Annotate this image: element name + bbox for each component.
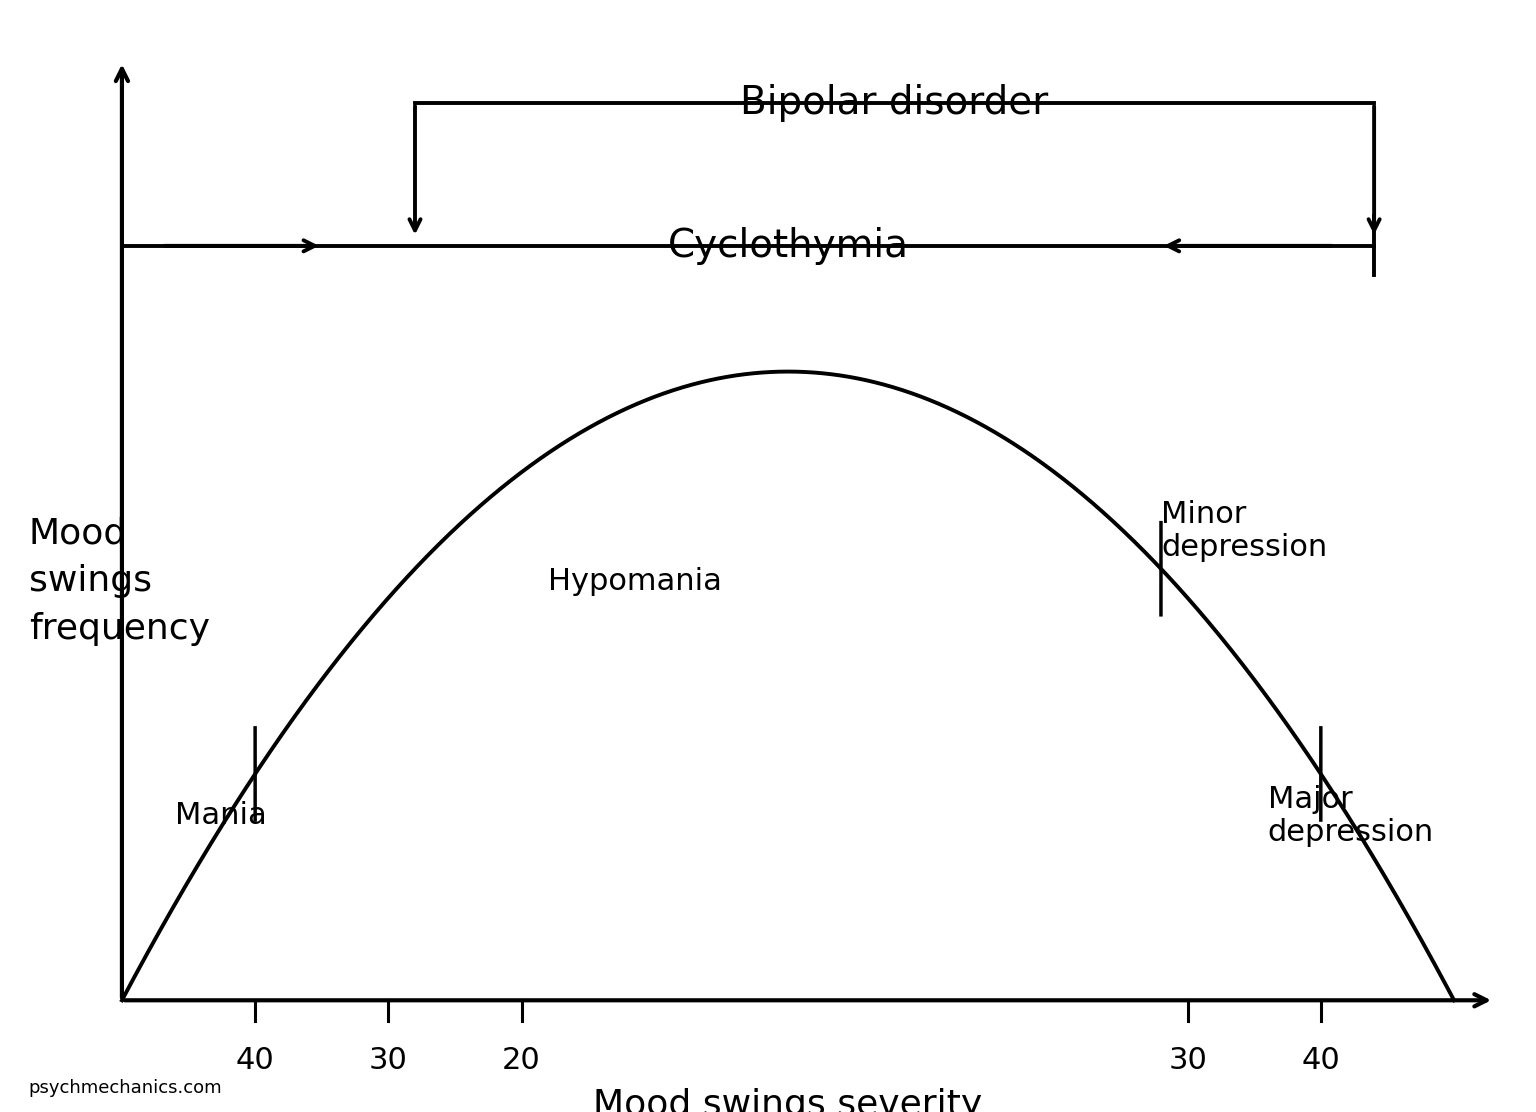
Text: 40: 40 [235,1046,275,1075]
Text: Mood
swings
frequency: Mood swings frequency [29,517,210,646]
Text: 30: 30 [369,1046,407,1075]
Text: Major
depression: Major depression [1267,785,1433,847]
Text: Mood swings severity: Mood swings severity [593,1089,983,1112]
Text: Mania: Mania [175,802,267,831]
Text: 30: 30 [1169,1046,1207,1075]
Text: Cyclothymia: Cyclothymia [668,227,908,265]
Text: Hypomania: Hypomania [548,567,722,596]
Text: psychmechanics.com: psychmechanics.com [29,1079,223,1096]
Text: 40: 40 [1301,1046,1341,1075]
Text: 20: 20 [502,1046,541,1075]
Text: Minor
depression: Minor depression [1161,499,1327,563]
Text: Bipolar disorder: Bipolar disorder [740,85,1049,122]
